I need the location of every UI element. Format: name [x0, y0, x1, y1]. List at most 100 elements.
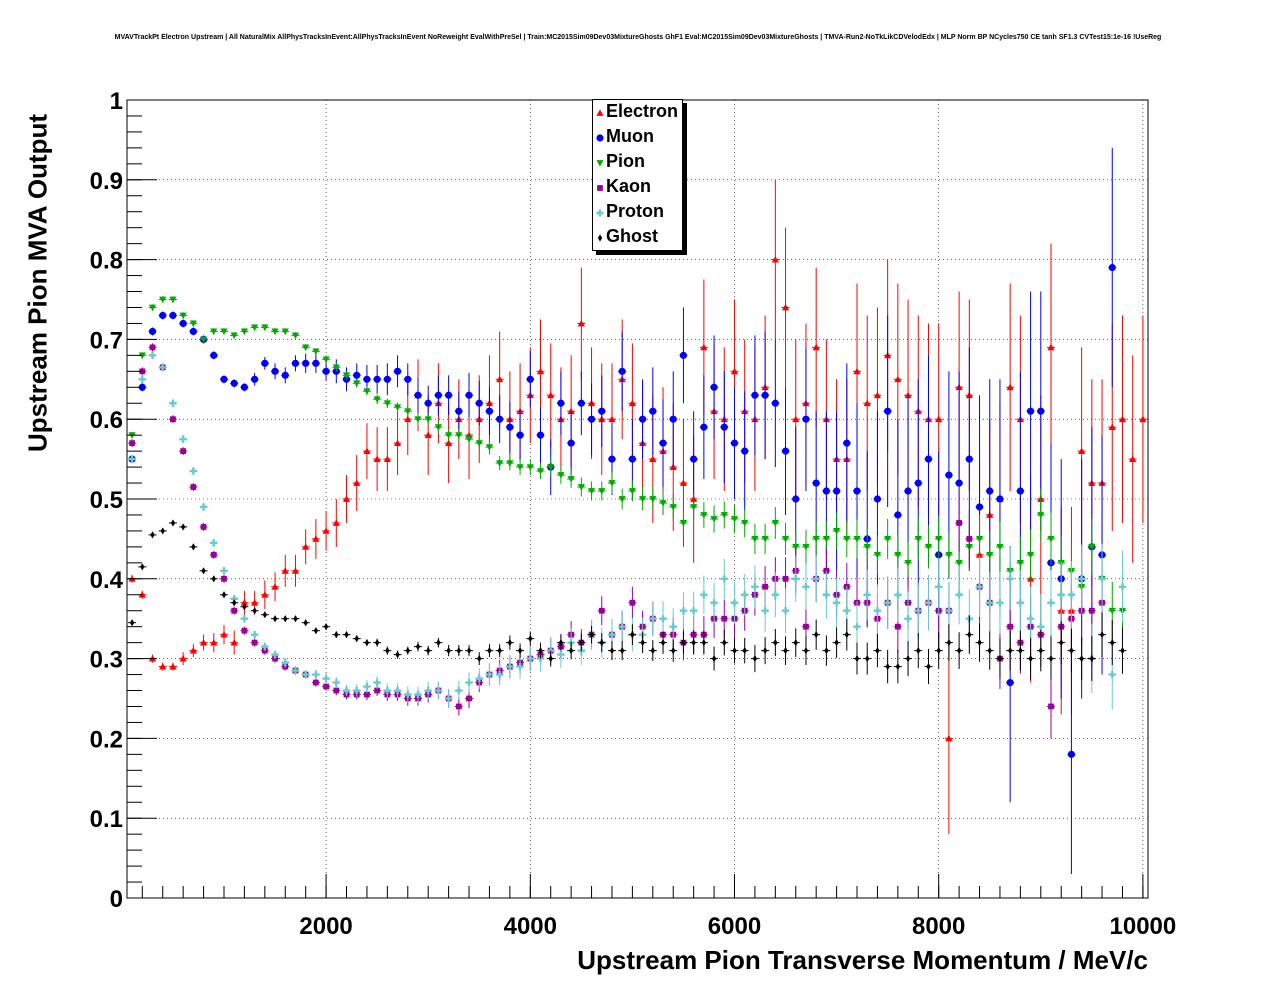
data-point	[1139, 415, 1147, 423]
data-point	[771, 591, 779, 599]
legend-label: Muon	[606, 126, 654, 146]
data-point	[291, 359, 300, 367]
data-point	[240, 328, 249, 336]
data-point	[986, 599, 994, 607]
data-point	[373, 455, 381, 462]
data-point	[455, 703, 462, 710]
y-tick-label: 1	[110, 88, 123, 115]
data-point	[904, 615, 912, 623]
data-point	[271, 583, 279, 590]
data-point	[1078, 447, 1086, 454]
data-point	[822, 487, 830, 495]
data-point	[650, 647, 655, 655]
data-point	[232, 599, 237, 607]
data-point	[281, 658, 289, 667]
data-point	[424, 399, 432, 407]
data-point	[914, 607, 922, 615]
data-point	[945, 607, 953, 615]
data-point	[720, 512, 728, 519]
data-point	[955, 479, 963, 487]
data-point	[393, 686, 402, 695]
data-point	[854, 655, 860, 663]
series-ghost	[128, 519, 1127, 685]
data-point	[466, 695, 472, 702]
data-point	[577, 399, 585, 407]
data-point	[630, 631, 635, 639]
y-axis-label: Upstream Pion MVA Output	[22, 114, 53, 452]
data-point	[199, 639, 208, 646]
legend: Electron Muon Pion Kaon Proton Ghost	[592, 99, 683, 251]
data-point	[424, 431, 432, 439]
data-point	[1026, 551, 1035, 559]
data-point	[1018, 647, 1023, 655]
data-point	[242, 603, 247, 611]
data-point	[261, 643, 269, 651]
data-point	[1110, 639, 1115, 647]
data-point	[526, 375, 534, 383]
data-point	[924, 599, 933, 607]
data-point	[628, 488, 636, 495]
data-point	[240, 599, 249, 606]
data-point	[914, 479, 922, 487]
data-point	[771, 399, 779, 407]
data-point	[281, 328, 289, 336]
data-point	[884, 536, 892, 543]
data-point	[487, 647, 492, 655]
data-point	[230, 332, 238, 340]
data-point	[1047, 536, 1055, 543]
data-point	[618, 496, 626, 503]
data-point	[781, 303, 790, 311]
data-point	[373, 678, 381, 687]
data-point	[189, 647, 197, 654]
data-point	[873, 607, 882, 615]
data-point	[323, 623, 329, 631]
data-point	[783, 647, 788, 655]
data-point	[456, 647, 461, 655]
data-point	[221, 575, 227, 582]
data-point	[271, 651, 279, 659]
x-tick-label: 10000	[1110, 913, 1177, 940]
data-point	[1037, 623, 1045, 631]
data-point	[965, 455, 973, 463]
data-point	[180, 448, 187, 454]
data-point	[894, 623, 901, 630]
data-point	[179, 435, 187, 443]
legend-marker	[597, 234, 603, 242]
data-point	[393, 367, 402, 375]
data-point	[252, 607, 257, 615]
data-point	[475, 440, 483, 447]
data-point	[832, 528, 841, 535]
data-point	[700, 343, 708, 351]
data-point	[129, 440, 135, 447]
data-point	[700, 591, 708, 599]
data-point	[761, 391, 769, 399]
data-point	[598, 488, 606, 495]
data-point	[628, 399, 636, 407]
data-point	[200, 524, 207, 530]
data-point	[814, 631, 819, 639]
data-point	[302, 670, 310, 679]
data-point	[179, 319, 187, 328]
data-point	[445, 439, 453, 447]
data-point	[1016, 487, 1024, 495]
data-point	[169, 399, 177, 407]
data-point	[824, 647, 829, 655]
data-point	[935, 536, 943, 543]
data-point	[149, 344, 156, 351]
data-point	[986, 487, 994, 495]
data-point	[1006, 383, 1014, 391]
data-point	[516, 662, 524, 671]
data-point	[567, 439, 575, 447]
data-point	[1108, 607, 1116, 615]
data-point	[834, 639, 839, 647]
data-point	[792, 575, 800, 583]
data-point	[342, 495, 351, 502]
x-tick-label: 2000	[299, 913, 352, 940]
data-point	[373, 396, 381, 403]
legend-item-kaon: Kaon	[593, 175, 682, 200]
data-point	[291, 332, 300, 340]
legend-marker	[596, 160, 604, 167]
y-tick-label: 0.8	[90, 248, 123, 275]
data-point	[618, 623, 626, 631]
data-point	[138, 591, 146, 598]
